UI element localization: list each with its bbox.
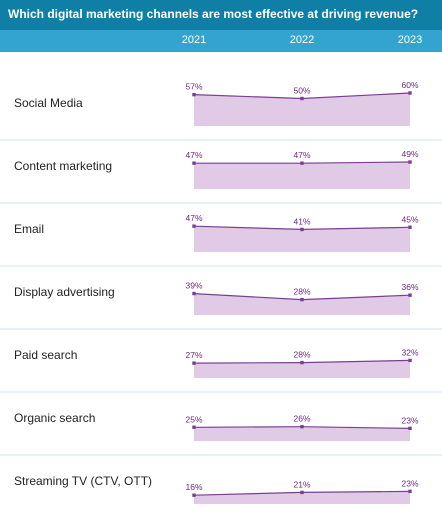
data-point xyxy=(408,293,412,297)
data-point xyxy=(300,297,304,302)
data-point xyxy=(408,91,412,95)
area-fill xyxy=(194,226,410,252)
data-point xyxy=(300,360,304,365)
data-point xyxy=(192,493,196,497)
data-point xyxy=(192,291,196,296)
title-bar: Which digital marketing channels are mos… xyxy=(0,0,442,30)
data-point xyxy=(300,490,304,495)
data-point xyxy=(408,426,412,431)
row-label: Paid search xyxy=(14,348,77,362)
row-label: Display advertising xyxy=(14,285,115,299)
value-label: 36% xyxy=(401,282,418,292)
year-label-2022: 2022 xyxy=(289,34,315,46)
value-label: 39% xyxy=(185,281,202,291)
area-fill xyxy=(194,426,410,441)
value-label: 23% xyxy=(401,415,418,425)
row-label: Social Media xyxy=(14,96,83,110)
data-point xyxy=(192,224,196,228)
data-point xyxy=(192,361,196,365)
row-label: Streaming TV (CTV, OTT) xyxy=(14,474,152,488)
data-point xyxy=(300,227,304,232)
value-label: 60% xyxy=(401,80,418,90)
value-label: 47% xyxy=(293,150,310,160)
value-label: 26% xyxy=(293,414,310,424)
area-fill xyxy=(194,360,410,378)
data-point xyxy=(192,425,196,429)
data-point xyxy=(192,92,196,97)
value-label: 28% xyxy=(293,287,310,297)
value-label: 21% xyxy=(293,479,310,489)
data-point xyxy=(408,225,412,229)
year-label-2023: 2023 xyxy=(397,34,423,46)
row-label: Email xyxy=(14,222,44,236)
row-label: Content marketing xyxy=(14,159,112,173)
value-label: 47% xyxy=(185,213,202,223)
value-label: 50% xyxy=(293,86,310,96)
chart-title: Which digital marketing channels are mos… xyxy=(8,7,419,21)
value-label: 47% xyxy=(185,150,202,160)
data-point xyxy=(408,160,412,164)
area-fill xyxy=(194,162,410,189)
year-label-2021: 2021 xyxy=(181,34,207,46)
value-label: 32% xyxy=(401,347,418,357)
data-point xyxy=(300,96,304,101)
row-label: Organic search xyxy=(14,411,95,425)
small-multiples-chart: Social Media 57% 50% 60% Content marketing 47… xyxy=(0,80,442,504)
value-label: 23% xyxy=(401,478,418,488)
area-fill xyxy=(194,491,410,504)
value-label: 28% xyxy=(293,350,310,360)
data-point xyxy=(300,161,304,165)
data-point xyxy=(408,489,412,494)
data-point xyxy=(408,358,412,363)
value-label: 16% xyxy=(185,482,202,492)
value-label: 27% xyxy=(185,350,202,360)
data-point xyxy=(300,425,304,429)
value-label: 41% xyxy=(293,216,310,226)
value-label: 49% xyxy=(401,149,418,159)
value-label: 25% xyxy=(185,414,202,424)
data-point xyxy=(192,161,196,165)
area-fill xyxy=(194,293,410,315)
year-header: 2021 2022 2023 xyxy=(0,30,442,52)
value-label: 45% xyxy=(401,214,418,224)
area-fill xyxy=(194,93,410,126)
value-label: 57% xyxy=(185,82,202,92)
